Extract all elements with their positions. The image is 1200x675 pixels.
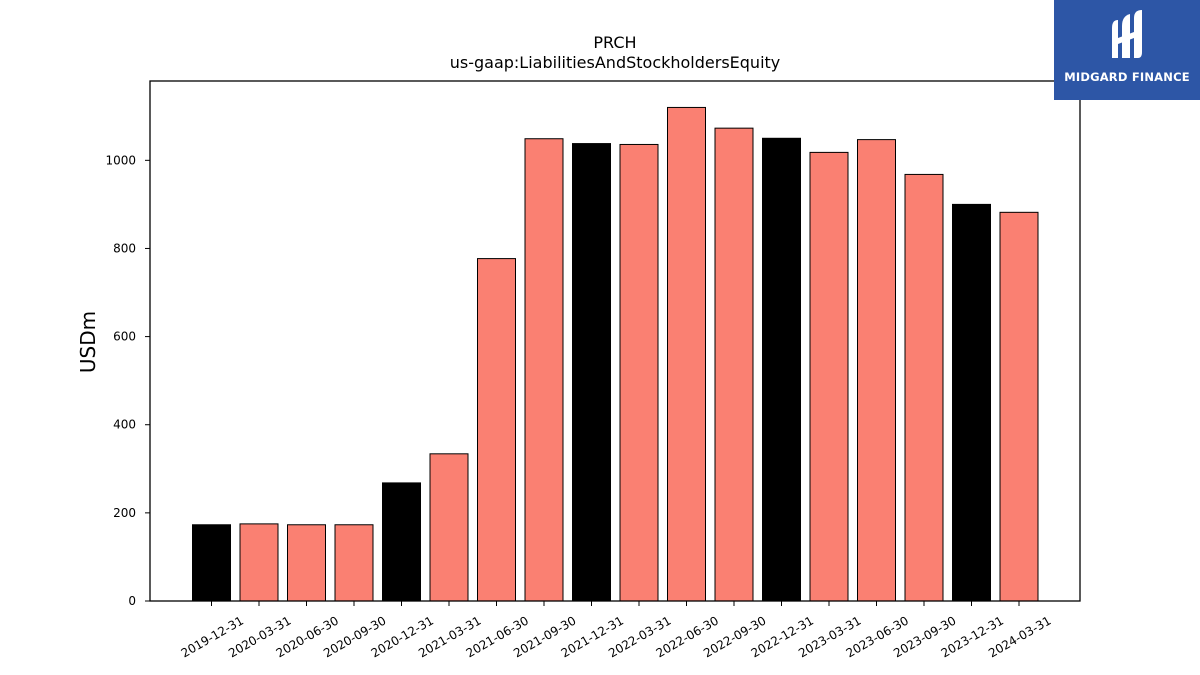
- bar-2020-03-31: [239, 523, 279, 602]
- midgard-finance-logo: MIDGARD FINANCE: [1054, 0, 1200, 100]
- bar-2021-09-30: [524, 138, 564, 602]
- bar-2019-12-31: [192, 524, 231, 602]
- bar-2020-12-31: [382, 482, 421, 602]
- bar-2022-12-31: [762, 137, 801, 602]
- midgard-logo-icon: [1112, 10, 1142, 58]
- bar-2023-12-31: [952, 203, 991, 602]
- y-axis-label: USDm: [76, 311, 100, 373]
- plot-frame: [149, 80, 1081, 602]
- bar-2022-03-31: [619, 143, 659, 602]
- y-tick-label: 200: [113, 506, 136, 520]
- bar-2023-06-30: [857, 139, 896, 602]
- y-tick-label: 0: [128, 594, 136, 608]
- bar-2023-03-31: [809, 151, 849, 602]
- bar-2020-09-30: [334, 524, 374, 602]
- logo-text: MIDGARD FINANCE: [1064, 70, 1190, 84]
- bar-2023-09-30: [904, 173, 944, 602]
- bar-2022-06-30: [667, 106, 706, 602]
- y-tick-label: 400: [113, 418, 136, 432]
- y-tick-label: 800: [113, 241, 136, 255]
- bar-2024-03-31: [999, 211, 1039, 602]
- bar-2021-12-31: [572, 143, 611, 602]
- y-tick-label: 600: [113, 330, 136, 344]
- bar-2020-06-30: [287, 524, 326, 602]
- bar-2021-03-31: [429, 453, 469, 602]
- chart-subtitle: us-gaap:LiabilitiesAndStockholdersEquity: [450, 53, 781, 72]
- bar-2021-06-30: [477, 258, 516, 602]
- y-tick-label: 1000: [105, 153, 136, 167]
- chart-title: PRCH: [593, 33, 636, 52]
- bar-2022-09-30: [714, 127, 754, 602]
